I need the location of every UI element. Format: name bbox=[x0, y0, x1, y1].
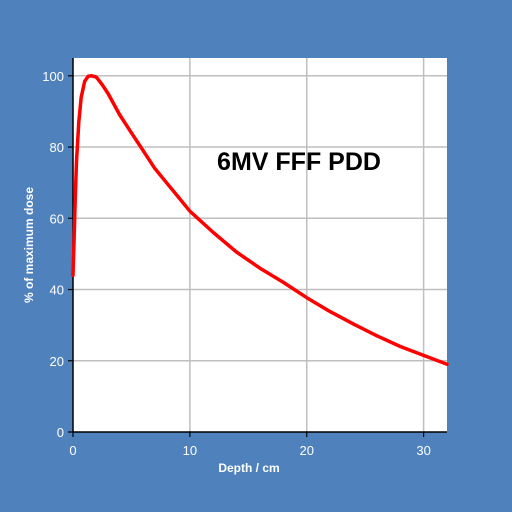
y-tick-label: 0 bbox=[57, 425, 64, 440]
y-tick-label: 60 bbox=[50, 211, 64, 226]
tick-labels: 0 10 20 30 0 20 40 60 80 100 bbox=[42, 69, 431, 458]
y-tick-label: 40 bbox=[50, 283, 64, 298]
y-tick-label: 100 bbox=[42, 69, 64, 84]
plot-area bbox=[73, 58, 447, 432]
x-tick-label: 0 bbox=[69, 443, 76, 458]
chart-title: 6MV FFF PDD bbox=[217, 148, 381, 176]
grid bbox=[73, 58, 447, 432]
x-axis-label: Depth / cm bbox=[218, 461, 279, 475]
x-tick-label: 20 bbox=[300, 443, 314, 458]
pdd-series-line bbox=[71, 74, 449, 367]
y-tick-label: 80 bbox=[50, 140, 64, 155]
x-tick-label: 10 bbox=[183, 443, 197, 458]
series-layer bbox=[71, 74, 449, 367]
y-tick-label: 20 bbox=[50, 354, 64, 369]
y-axis-label: % of maximum dose bbox=[22, 187, 36, 303]
x-tick-label: 30 bbox=[416, 443, 430, 458]
